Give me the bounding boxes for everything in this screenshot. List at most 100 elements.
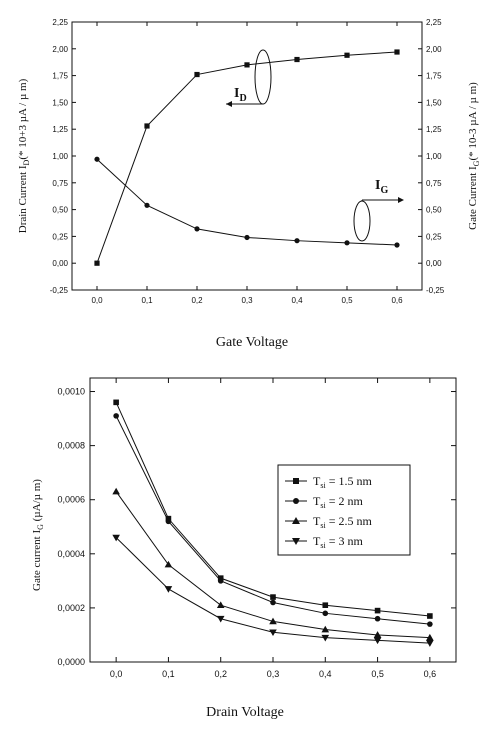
bottom-x-tick-label: 0,5 xyxy=(371,669,384,679)
bottom-y-tick-label: 0,0010 xyxy=(57,387,85,397)
top-y-tick-label-right: 2,25 xyxy=(426,18,442,27)
bottom-x-tick-label: 0,0 xyxy=(110,669,123,679)
top-series-1-point xyxy=(194,226,200,232)
top-y-tick-label-left: 1,75 xyxy=(52,72,68,81)
bottom-series-1-point xyxy=(322,610,329,617)
ig-annotation-label: IG xyxy=(375,178,388,196)
ig-annotation-sub: G xyxy=(380,185,388,196)
bottom-y-tick-label: 0,0008 xyxy=(57,441,85,451)
bottom-series-1-point xyxy=(427,621,433,627)
top-y-axis-label-right: Gate Current IG(* 10-3 µA / µ m) xyxy=(467,82,481,230)
legend-marker-0 xyxy=(293,478,299,484)
top-x-tick-label: 0,1 xyxy=(141,296,153,305)
top-y-tick-label-right: 0,75 xyxy=(426,179,442,188)
drain-gate-current-chart: 0,0 0,1 0,2 0,3 0,4 0,5 0,6 -0,25 -0,25 0,00 0,00 0… xyxy=(17,18,481,350)
top-y-tick-label-left: 0,25 xyxy=(52,232,68,241)
top-y-tick-label-left: -0,25 xyxy=(50,286,69,295)
top-series-0-point xyxy=(244,62,250,68)
legend-label-1: Tsi = 2 nm xyxy=(313,494,363,510)
top-y-tick-label-left: 0,00 xyxy=(52,259,68,268)
gate-current-vs-drain-voltage-chart: 0,0 0,1 0,2 0,3 0,4 0,5 0,6 0,0000 0,0002 0,0004 0… xyxy=(31,377,457,720)
top-axis-ticks: 0,0 0,1 0,2 0,3 0,4 0,5 0,6 -0,25 -0,25 0,00 0,00 0… xyxy=(50,18,445,305)
top-y-tick-label-left: 0,50 xyxy=(52,206,68,215)
bottom-series-0-point xyxy=(322,602,329,608)
top-series-lines xyxy=(96,51,398,264)
top-y-tick-label-right: 1,50 xyxy=(426,98,442,107)
ig-annotation-arrow xyxy=(398,197,404,203)
bottom-series-3-point xyxy=(426,640,434,647)
bottom-axis-ticks: 0,0 0,1 0,2 0,3 0,4 0,5 0,6 0,0000 0,0002 0,0004 0… xyxy=(57,378,456,679)
top-x-tick-label: 0,2 xyxy=(191,296,203,305)
bottom-x-tick-label: 0,4 xyxy=(319,669,332,679)
top-y-axis-label-left: Drain Current ID(* 10+3 µA / µ m) xyxy=(17,78,31,233)
top-y-tick-label-right: 2,00 xyxy=(426,45,442,54)
bottom-x-tick-label: 0,3 xyxy=(267,669,280,679)
top-x-tick-label: 0,3 xyxy=(241,296,253,305)
bottom-y-tick-label: 0,0000 xyxy=(57,657,85,667)
bottom-series-3-point xyxy=(216,615,225,623)
bottom-series-2-point xyxy=(426,633,434,641)
top-y-tick-label-right: 1,25 xyxy=(426,125,442,134)
top-series-line-1 xyxy=(96,158,398,246)
top-series-1-point xyxy=(144,202,150,208)
bottom-series-1-point xyxy=(113,413,119,419)
bottom-series-2-point xyxy=(112,487,120,495)
bottom-series-3-point xyxy=(321,634,330,642)
bottom-series-markers xyxy=(112,399,434,647)
bottom-series-1-point xyxy=(165,518,172,525)
top-y-tick-label-left: 0,75 xyxy=(52,179,68,188)
ig-annotation-main: I xyxy=(375,178,380,193)
top-series-1-point xyxy=(294,238,300,244)
bottom-series-2-point xyxy=(321,625,330,633)
legend-label-2: Tsi = 2.5 nm xyxy=(313,514,372,530)
bottom-series-1-point xyxy=(217,578,224,584)
bottom-series-2-point xyxy=(269,617,277,625)
id-annotation-ellipse xyxy=(254,49,272,105)
ig-annotation-ellipse xyxy=(353,200,371,242)
legend-label-0: Tsi = 1.5 nm xyxy=(313,474,372,490)
bottom-series-1-point xyxy=(374,615,381,622)
top-x-tick-label: 0,6 xyxy=(391,296,403,305)
top-series-1-point xyxy=(94,156,100,162)
legend-marker-2 xyxy=(292,517,300,524)
top-series-markers xyxy=(94,49,400,266)
bottom-y-tick-label: 0,0002 xyxy=(57,603,85,613)
top-y-tick-label-left: 2,25 xyxy=(52,18,68,27)
bottom-series-2-point xyxy=(373,631,382,638)
bottom-series-0-point xyxy=(427,613,433,619)
top-y-tick-label-left: 1,50 xyxy=(52,98,68,107)
bottom-series-3-point xyxy=(164,586,173,593)
id-annotation-label: ID xyxy=(234,86,247,104)
bottom-y-axis-label: Gate current IG (µA/µ m) xyxy=(31,479,45,591)
bottom-series-1-point xyxy=(270,599,276,606)
id-annotation-arrow xyxy=(226,101,232,107)
top-y-tick-label-left: 1,25 xyxy=(52,125,68,134)
top-x-tick-label: 0,0 xyxy=(91,296,103,305)
legend-marker-3 xyxy=(292,538,300,545)
top-series-0-point xyxy=(94,260,100,266)
top-y-tick-label-left: 2,00 xyxy=(52,45,68,54)
top-x-tick-label: 0,5 xyxy=(341,296,353,305)
top-series-0-point xyxy=(344,52,350,58)
id-annotation-main: I xyxy=(234,86,239,101)
top-caption: Gate Voltage xyxy=(216,335,288,350)
legend-label-3: Tsi = 3 nm xyxy=(313,534,363,550)
id-annotation-sub: D xyxy=(239,93,246,104)
bottom-x-tick-label: 0,1 xyxy=(162,669,175,679)
top-series-line-0 xyxy=(96,51,398,264)
top-series-0-point xyxy=(294,56,300,63)
bottom-series-3-point xyxy=(112,534,120,542)
top-series-0-point xyxy=(394,49,400,55)
bottom-series-2-point xyxy=(164,560,173,568)
top-y-tick-label-right: 1,00 xyxy=(426,152,442,161)
top-series-1-point xyxy=(344,240,350,246)
top-series-1-point xyxy=(394,242,400,248)
top-y-tick-label-right: 0,25 xyxy=(426,232,442,241)
top-y-tick-label-right: -0,25 xyxy=(426,286,445,295)
top-series-0-point xyxy=(194,71,200,78)
top-y-tick-label-right: 0,00 xyxy=(426,259,442,268)
top-series-0-point xyxy=(144,123,150,129)
bottom-series-2-point xyxy=(216,601,225,608)
bottom-series-3-point xyxy=(269,629,277,637)
